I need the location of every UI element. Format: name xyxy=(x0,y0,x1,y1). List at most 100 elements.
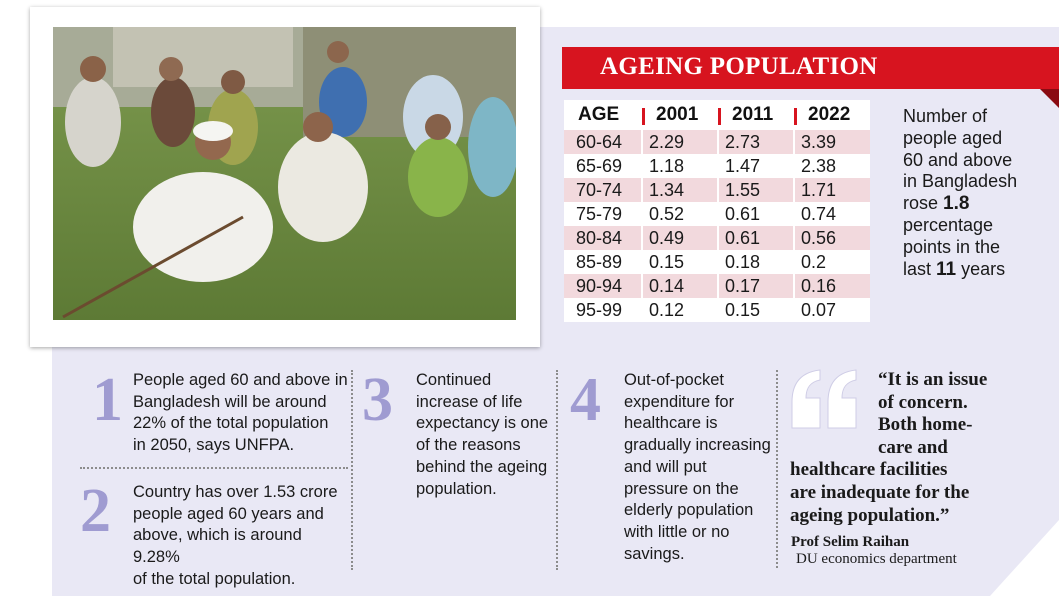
last-suffix: years xyxy=(956,258,1006,279)
quote-role: DU economics department xyxy=(796,551,957,567)
cell-2011: 0.61 xyxy=(717,226,794,250)
fact-line: of the total population. xyxy=(133,569,296,588)
elderly-men-photo xyxy=(53,27,516,320)
fact-line: Bangladesh will be around xyxy=(133,392,327,411)
fact-line: and will put xyxy=(624,457,707,476)
cell-age: 60-64 xyxy=(564,130,642,154)
cell-2001: 1.34 xyxy=(641,178,718,202)
divider-vertical xyxy=(351,370,353,570)
cell-2011: 0.17 xyxy=(717,274,794,298)
cell-age: 75-79 xyxy=(564,202,642,226)
divider-vertical xyxy=(776,370,778,568)
fact-line: expectancy is one xyxy=(416,414,549,433)
fact-line: behind the ageing xyxy=(416,457,548,476)
cell-2011: 0.18 xyxy=(717,250,794,274)
fact-line: with little or no xyxy=(624,522,730,541)
divider-vertical xyxy=(556,370,558,570)
quote-line: ageing population.” xyxy=(790,504,950,526)
quote-author: Prof Selim Raihan xyxy=(791,534,910,550)
title-banner xyxy=(562,47,1059,89)
cell-2022: 0.2 xyxy=(793,250,870,274)
rose-prefix: rose xyxy=(903,193,944,214)
fact-2-text: Country has over 1.53 crore people aged … xyxy=(133,482,348,591)
fact-line: gradually increasing xyxy=(624,436,771,455)
cell-2022: 0.16 xyxy=(793,274,870,298)
banner-fold xyxy=(1040,89,1059,108)
side-note-line: people aged xyxy=(903,127,1003,148)
fact-line: savings. xyxy=(624,544,685,563)
cell-2001: 0.52 xyxy=(641,202,718,226)
table-row: 70-74 1.34 1.55 1.71 xyxy=(564,178,870,202)
cell-2022: 0.74 xyxy=(793,202,870,226)
fact-line: above, which is around 9.28% xyxy=(133,526,302,567)
side-note-line: points in the xyxy=(903,236,1001,257)
table-row: 75-79 0.52 0.61 0.74 xyxy=(564,202,870,226)
cell-2011: 0.15 xyxy=(717,298,794,322)
fact-number-2: 2 xyxy=(80,477,111,545)
quote-mark-icon xyxy=(791,369,857,429)
cell-age: 90-94 xyxy=(564,274,642,298)
quote-line: healthcare facilities xyxy=(790,459,948,481)
cell-age: 95-99 xyxy=(564,298,642,322)
cell-2001: 2.29 xyxy=(641,130,718,154)
cell-2022: 2.38 xyxy=(793,154,870,178)
last-prefix: last xyxy=(903,258,937,279)
quote-line: “It is an issue xyxy=(878,369,988,390)
fact-line: Out-of-pocket xyxy=(624,371,724,389)
fact-line: healthcare is xyxy=(624,414,718,433)
cell-2001: 0.14 xyxy=(641,274,718,298)
cell-2001: 0.12 xyxy=(641,298,718,322)
cell-2011: 0.61 xyxy=(717,202,794,226)
side-note-line: 60 and above xyxy=(903,149,1013,170)
cell-2022: 0.07 xyxy=(793,298,870,322)
table-row: 65-69 1.18 1.47 2.38 xyxy=(564,154,870,178)
cell-2011: 1.55 xyxy=(717,178,794,202)
banner-title: AGEING POPULATION xyxy=(600,53,878,80)
fact-line: of the reasons xyxy=(416,436,521,455)
table-row: 80-84 0.49 0.61 0.56 xyxy=(564,226,870,250)
quote-line: of concern. xyxy=(878,391,968,413)
side-note-line: last 11 years xyxy=(903,259,1043,281)
fact-line: Continued xyxy=(416,371,492,389)
table-header-row: AGE 2001 2011 2022 xyxy=(564,100,870,130)
fact-4-text: Out-of-pocket expenditure for healthcare… xyxy=(624,370,772,565)
fact-line: Country has over 1.53 crore xyxy=(133,483,338,501)
side-note-line: rose 1.8 xyxy=(903,193,1043,215)
table-row: 60-64 2.29 2.73 3.39 xyxy=(564,130,870,154)
fact-line: elderly population xyxy=(624,501,754,520)
quote-line: are inadequate for the xyxy=(790,481,970,503)
fact-line: in 2050, says UNFPA. xyxy=(133,436,295,455)
quote-line: care and xyxy=(878,436,948,458)
cell-age: 80-84 xyxy=(564,226,642,250)
header-age: AGE xyxy=(564,100,642,130)
header-2011: 2011 xyxy=(718,100,794,130)
cell-2011: 2.73 xyxy=(717,130,794,154)
cell-age: 65-69 xyxy=(564,154,642,178)
table-row: 85-89 0.15 0.18 0.2 xyxy=(564,250,870,274)
rose-value: 1.8 xyxy=(943,193,970,215)
cell-2001: 0.49 xyxy=(641,226,718,250)
cell-2022: 3.39 xyxy=(793,130,870,154)
header-2001: 2001 xyxy=(642,100,718,130)
last-value: 11 xyxy=(936,258,957,280)
fact-number-4: 4 xyxy=(570,366,601,434)
population-table: AGE 2001 2011 2022 60-64 2.29 2.73 3.39 … xyxy=(564,100,870,322)
side-note-line: percentage xyxy=(903,214,994,235)
fact-line: pressure on the xyxy=(624,479,739,498)
fact-line: People aged 60 and above in xyxy=(133,371,348,389)
cell-age: 70-74 xyxy=(564,178,642,202)
fact-number-3: 3 xyxy=(362,366,393,434)
table-row: 95-99 0.12 0.15 0.07 xyxy=(564,298,870,322)
side-note: Number of people aged 60 and above in Ba… xyxy=(903,106,1043,280)
cell-2022: 1.71 xyxy=(793,178,870,202)
cell-age: 85-89 xyxy=(564,250,642,274)
divider-horizontal xyxy=(80,467,348,469)
table-row: 90-94 0.14 0.17 0.16 xyxy=(564,274,870,298)
fact-3-text: Continued increase of life expectancy is… xyxy=(416,370,556,500)
cell-2001: 0.15 xyxy=(641,250,718,274)
cell-2001: 1.18 xyxy=(641,154,718,178)
quote-text: “It is an issue of concern. Both home- c… xyxy=(790,369,1020,527)
side-note-line: Number of xyxy=(903,106,988,126)
side-note-line: in Bangladesh xyxy=(903,171,1018,192)
fact-line: 22% of the total population xyxy=(133,414,329,433)
